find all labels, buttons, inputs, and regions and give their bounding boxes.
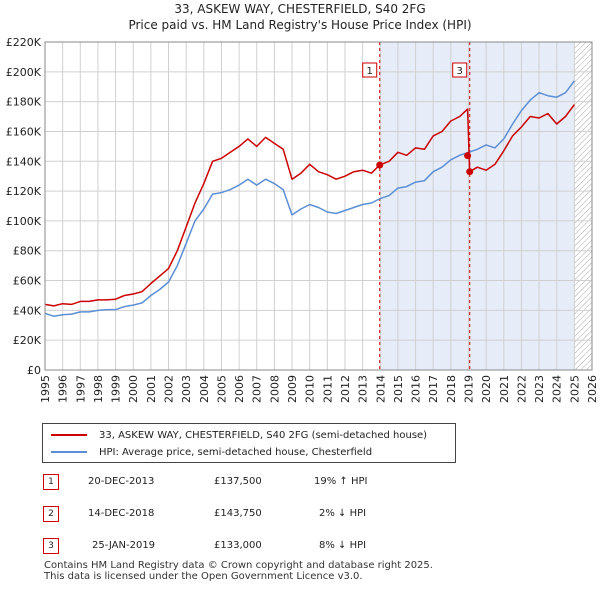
y-tick-label: £40K <box>13 304 42 317</box>
ownership-shading <box>379 42 575 370</box>
y-tick-label: £80K <box>13 245 42 258</box>
x-tick-label: 2015 <box>392 375 405 403</box>
table-row-1-price: £137,500 <box>214 476 262 487</box>
price-chart: 1 3 £0 £20K £40K £60K £80K £100K £120K £140K £160… <box>6 36 599 403</box>
y-tick-label: £180K <box>6 96 42 109</box>
x-tick-label: 2008 <box>268 375 281 403</box>
x-tick-label: 2019 <box>462 375 475 403</box>
legend-item-property: 33, ASKEW WAY, CHESTERFIELD, S40 2FG (se… <box>51 427 427 443</box>
transaction-point-3 <box>466 168 474 176</box>
x-tick-label: 1996 <box>57 375 70 403</box>
x-tick-label: 2010 <box>304 375 317 403</box>
x-tick-label: 2025 <box>568 375 581 403</box>
x-tick-label: 2003 <box>180 375 193 403</box>
table-row-3-badge: 3 <box>43 538 59 554</box>
x-tick-label: 2005 <box>215 375 228 403</box>
legend-label-property: 33, ASKEW WAY, CHESTERFIELD, S40 2FG (se… <box>99 429 428 441</box>
hpi-line <box>44 80 576 318</box>
marker-label-3: 3 <box>457 66 463 77</box>
footer-copyright: Contains HM Land Registry data © Crown c… <box>44 560 433 571</box>
x-tick-label: 2018 <box>445 375 458 403</box>
x-tick-label: 2001 <box>145 375 158 403</box>
table-row-1-hpi: 19% ↑ HPI <box>314 476 368 487</box>
y-tick-label: £160K <box>6 125 42 138</box>
y-tick-label: £200K <box>6 66 42 79</box>
table-row-2-price: £143,750 <box>214 508 262 519</box>
x-tick-label: 2002 <box>163 375 176 403</box>
marker-label-1: 1 <box>367 66 373 77</box>
x-tick-label: 2009 <box>286 375 299 403</box>
table-row-1-badge: 1 <box>43 474 59 490</box>
legend-label-hpi: HPI: Average price, semi-detached house,… <box>99 446 373 458</box>
marker-box-1 <box>362 62 378 78</box>
table-row-2-hpi: 2% ↓ HPI <box>319 508 367 519</box>
transaction-point-1 <box>376 161 384 169</box>
x-tick-label: 1995 <box>39 375 52 403</box>
x-tick-label: 2020 <box>480 375 493 403</box>
future-hatch <box>574 42 592 370</box>
x-tick-label: 2021 <box>498 375 511 403</box>
legend-item-hpi: HPI: Average price, semi-detached house,… <box>51 444 372 460</box>
x-tick-label: 2000 <box>127 375 140 403</box>
property-price-line <box>44 104 576 307</box>
y-tick-label: £140K <box>6 155 42 168</box>
x-tick-label: 2006 <box>233 375 246 403</box>
table-row-3-price: £133,000 <box>214 540 262 551</box>
chart-title: 33, ASKEW WAY, CHESTERFIELD, S40 2FG <box>174 2 426 16</box>
x-tick-label: 2007 <box>251 375 264 403</box>
x-tick-label: 1998 <box>92 375 105 403</box>
x-tick-label: 2014 <box>374 375 387 403</box>
x-tick-label: 2022 <box>515 375 528 403</box>
x-tick-label: 1999 <box>110 375 123 403</box>
y-tick-label: £220K <box>6 36 42 49</box>
x-tick-label: 2017 <box>427 375 440 403</box>
y-tick-label: £20K <box>13 334 42 347</box>
chart-legend: 33, ASKEW WAY, CHESTERFIELD, S40 2FG (se… <box>42 423 456 463</box>
x-tick-label: 2026 <box>586 375 599 403</box>
x-tick-label: 2004 <box>198 375 211 403</box>
table-row-2-date: 14-DEC-2018 <box>88 508 155 519</box>
y-tick-label: £60K <box>13 275 42 288</box>
y-tick-label: £0 <box>27 364 41 377</box>
footer-licence: This data is licensed under the Open Gov… <box>44 571 363 582</box>
x-tick-label: 2013 <box>357 375 370 403</box>
table-row-3-date: 25-JAN-2019 <box>92 540 156 551</box>
y-tick-label: £120K <box>6 185 42 198</box>
marker-box-3 <box>452 62 468 78</box>
chart-subtitle: Price paid vs. HM Land Registry's House … <box>128 18 472 32</box>
table-row-3-hpi: 8% ↓ HPI <box>319 540 367 551</box>
transaction-point-2 <box>464 152 472 160</box>
plot-frame <box>44 41 593 371</box>
x-tick-label: 2024 <box>551 375 564 403</box>
x-tick-label: 2023 <box>533 375 546 403</box>
x-tick-label: 1997 <box>74 375 87 403</box>
x-tick-label: 2016 <box>410 375 423 403</box>
x-tick-label: 2012 <box>339 375 352 403</box>
legend-swatch-property <box>51 434 87 436</box>
table-row-2-badge: 2 <box>43 506 59 522</box>
legend-swatch-hpi <box>51 451 87 453</box>
x-tick-label: 2011 <box>321 375 334 403</box>
table-row-1-date: 20-DEC-2013 <box>88 476 155 487</box>
y-tick-label: £100K <box>6 215 42 228</box>
